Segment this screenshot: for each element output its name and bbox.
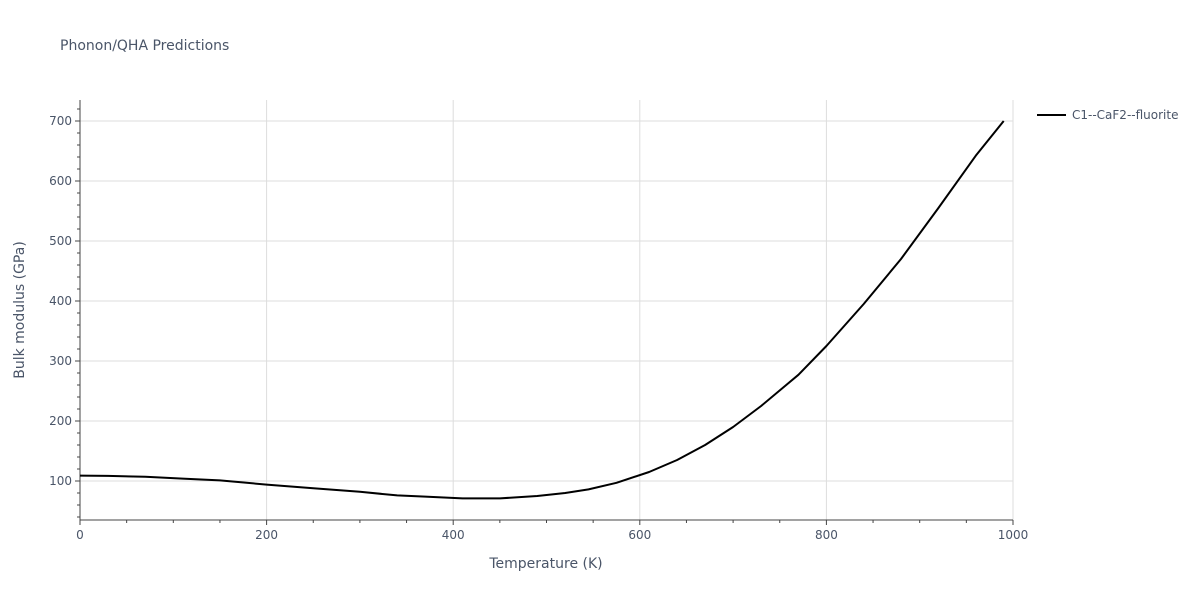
x-tick-label: 600 bbox=[628, 528, 651, 542]
x-tick-label: 400 bbox=[442, 528, 465, 542]
y-tick-label: 600 bbox=[49, 174, 72, 188]
axes bbox=[75, 100, 1014, 525]
y-tick-label: 700 bbox=[49, 114, 72, 128]
tick-labels: 0 200 400 600 800 1000 100 200 300 400 500 600 700 bbox=[49, 114, 1028, 542]
y-tick-label: 400 bbox=[49, 294, 72, 308]
legend[interactable]: C1--CaF2--fluorite bbox=[1037, 108, 1178, 122]
y-tick-label: 300 bbox=[49, 354, 72, 368]
grid bbox=[80, 100, 1014, 520]
x-axis-title: Temperature (K) bbox=[488, 556, 602, 572]
series-line[interactable] bbox=[79, 120, 1005, 500]
chart-title: Phonon/QHA Predictions bbox=[60, 38, 229, 54]
x-tick-label: 200 bbox=[255, 528, 278, 542]
legend-label: C1--CaF2--fluorite bbox=[1072, 108, 1178, 122]
series-lines bbox=[79, 120, 1005, 500]
x-tick-label: 800 bbox=[815, 528, 838, 542]
y-tick-label: 500 bbox=[49, 234, 72, 248]
x-tick-label: 0 bbox=[76, 528, 84, 542]
y-tick-label: 100 bbox=[49, 474, 72, 488]
y-tick-label: 200 bbox=[49, 414, 72, 428]
x-tick-label: 1000 bbox=[998, 528, 1029, 542]
y-axis-title: Bulk modulus (GPa) bbox=[12, 241, 28, 379]
